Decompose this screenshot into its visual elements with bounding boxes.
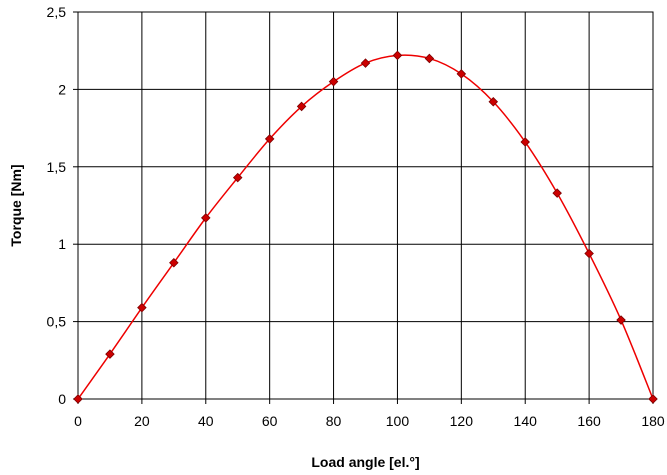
- data-point: [488, 97, 499, 107]
- data-point: [456, 69, 467, 79]
- data-point: [392, 50, 403, 61]
- x-tick-label: 100: [386, 413, 410, 429]
- data-point: [424, 53, 435, 64]
- data-point: [201, 213, 211, 223]
- data-point: [552, 188, 562, 198]
- x-tick-label: 160: [577, 413, 601, 429]
- y-tick-label: 0,5: [47, 314, 67, 330]
- data-point: [360, 58, 371, 68]
- x-tick-label: 20: [134, 413, 150, 429]
- torque-curve: [77, 54, 654, 400]
- x-tick-label: 180: [641, 413, 665, 429]
- data-point: [232, 172, 243, 183]
- plot-area-frame: [77, 11, 654, 400]
- x-axis-ticks: 0 20 40 60 80 100 120 140 160 180: [74, 399, 665, 429]
- y-tick-label: 1,5: [47, 159, 67, 175]
- data-point: [296, 101, 307, 112]
- data-point: [169, 258, 179, 268]
- data-point: [584, 248, 594, 259]
- y-tick-label: 2: [58, 81, 66, 97]
- y-axis-title: Torque [Nm]: [8, 164, 24, 246]
- x-tick-label: 60: [262, 413, 278, 429]
- y-axis-ticks: 0 0,5 1 1,5 2 2,5: [47, 4, 78, 407]
- data-point: [137, 302, 147, 313]
- x-tick-label: 0: [74, 413, 82, 429]
- data-markers: [73, 50, 658, 404]
- y-tick-label: 2,5: [47, 4, 67, 20]
- data-point: [264, 134, 275, 144]
- x-tick-label: 140: [514, 413, 538, 429]
- data-point: [73, 394, 83, 404]
- x-axis-title: Load angle [el.°]: [311, 454, 419, 470]
- data-point: [520, 137, 530, 147]
- x-tick-label: 40: [198, 413, 214, 429]
- x-tick-label: 80: [326, 413, 342, 429]
- data-point: [616, 315, 626, 325]
- grid: [77, 11, 654, 400]
- y-tick-label: 0: [58, 391, 66, 407]
- x-tick-label: 120: [450, 413, 474, 429]
- data-point: [648, 394, 658, 404]
- data-point: [105, 349, 115, 359]
- data-point: [328, 76, 339, 87]
- y-tick-label: 1: [58, 236, 66, 252]
